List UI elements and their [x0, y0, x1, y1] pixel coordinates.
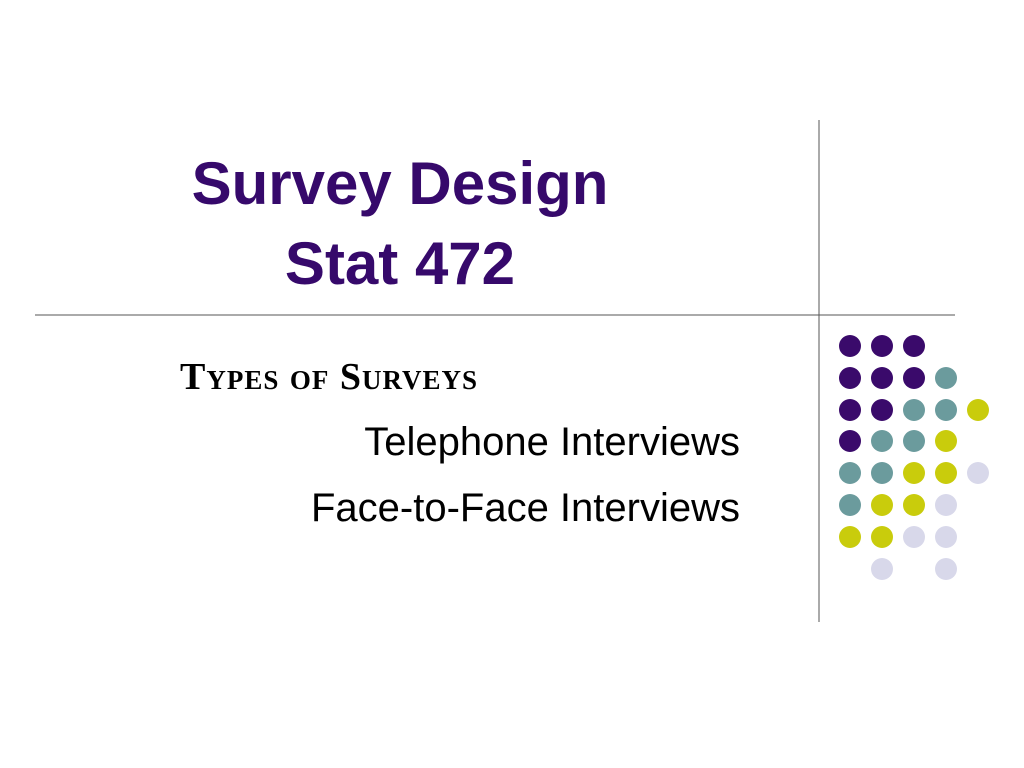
dot — [935, 526, 957, 548]
dot — [903, 462, 925, 484]
dot — [839, 526, 861, 548]
dot — [903, 335, 925, 357]
dot — [935, 462, 957, 484]
dot — [967, 462, 989, 484]
title-line: Stat 472 — [285, 230, 515, 297]
dot — [935, 558, 957, 580]
dot — [935, 399, 957, 421]
dot — [839, 494, 861, 516]
dot-decoration — [839, 335, 989, 580]
dot — [903, 399, 925, 421]
dot — [871, 526, 893, 548]
dot — [871, 367, 893, 389]
title-line: Survey Design — [192, 150, 609, 217]
dot — [871, 494, 893, 516]
dot — [903, 526, 925, 548]
dot — [871, 399, 893, 421]
dot — [935, 494, 957, 516]
list-item: Telephone Interviews — [364, 420, 740, 464]
dot — [839, 399, 861, 421]
list-item: Face-to-Face Interviews — [311, 486, 740, 530]
dot — [935, 367, 957, 389]
dot — [839, 462, 861, 484]
dot — [871, 335, 893, 357]
dot — [903, 430, 925, 452]
dot — [839, 367, 861, 389]
section-heading: Types of Surveys — [180, 356, 478, 398]
dot — [903, 494, 925, 516]
dot — [935, 430, 957, 452]
dot — [871, 462, 893, 484]
dot — [839, 335, 861, 357]
dot — [871, 558, 893, 580]
dot — [839, 430, 861, 452]
dot — [903, 367, 925, 389]
dot — [967, 399, 989, 421]
dot — [871, 430, 893, 452]
